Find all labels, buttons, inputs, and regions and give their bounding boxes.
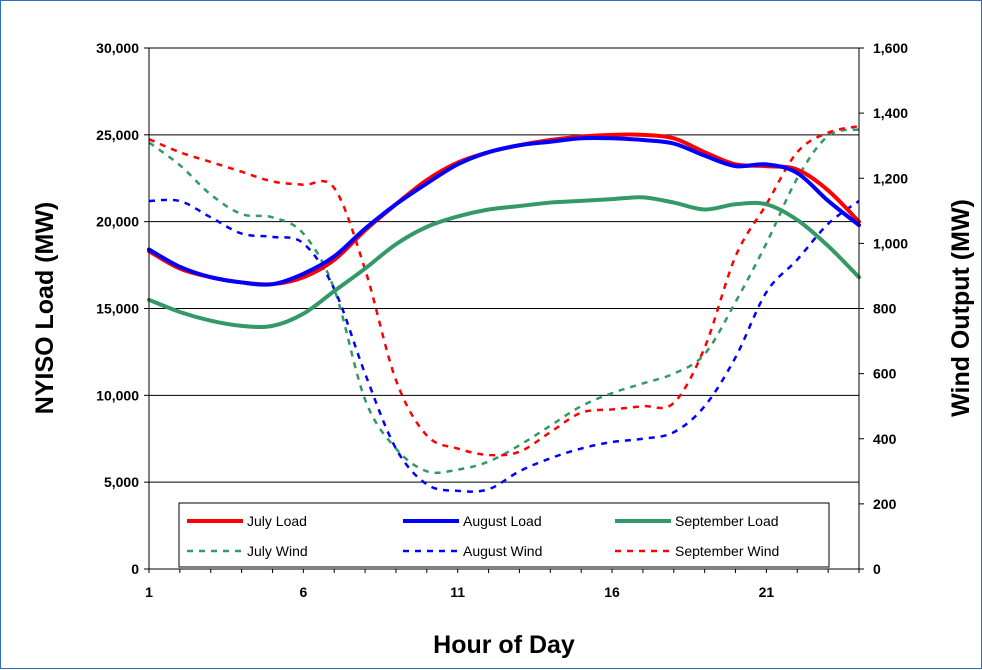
x-tick-label: 16: [604, 584, 620, 600]
legend-label: July Load: [247, 513, 307, 529]
left-tick-label: 15,000: [96, 301, 139, 317]
x-tick-label: 6: [299, 584, 307, 600]
legend-label: September Wind: [675, 543, 779, 559]
right-tick-label: 200: [873, 496, 897, 512]
gridlines: [149, 47, 859, 483]
right-tick-label: 800: [873, 301, 897, 317]
left-tick-label: 20,000: [96, 214, 139, 230]
x-tick-labels: 1 6 11 16 21: [145, 569, 860, 600]
series-line-september-load: [147, 195, 861, 329]
right-tick-label: 1,000: [873, 235, 908, 251]
left-tick-label: 10,000: [96, 387, 139, 403]
right-axis-title: Wind Output (MW): [947, 199, 975, 417]
series-line-august-wind: [148, 198, 860, 493]
left-tick-label: 25,000: [96, 127, 139, 143]
left-tick-label: 0: [131, 561, 139, 577]
series-line-august-load: [147, 135, 861, 287]
right-tick-label: 1,200: [873, 170, 908, 186]
x-tick-label: 11: [450, 584, 465, 600]
legend-label: August Wind: [463, 543, 542, 559]
x-tick-label: 21: [759, 584, 775, 600]
left-tick-label: 5,000: [104, 474, 139, 490]
right-tick-label: 600: [873, 366, 897, 382]
right-tick-label: 400: [873, 431, 897, 447]
x-tick-label: 1: [145, 584, 153, 600]
series-line-july-wind: [148, 128, 860, 475]
right-tick-label: 0: [873, 561, 881, 577]
legend-box: [178, 502, 830, 568]
right-tick-labels: 0 200 400 600 800 1,000 1,200 1,400 1,600: [859, 40, 908, 577]
legend-label: July Wind: [247, 543, 308, 559]
right-tick-label: 1,600: [873, 40, 908, 56]
series-layer: [147, 124, 861, 493]
x-axis-title: Hour of Day: [433, 631, 575, 659]
left-tick-label: 30,000: [96, 40, 139, 56]
right-tick-label: 1,400: [873, 105, 908, 121]
left-tick-labels: 0 5,000 10,000 15,000 20,000 25,000 30,000: [96, 40, 149, 577]
left-axis-title: NYISO Load (MW): [31, 202, 59, 414]
legend-label: August Load: [463, 513, 542, 529]
legend-label: September Load: [675, 513, 779, 529]
legend: July Load August Load September Load July W…: [178, 502, 830, 568]
